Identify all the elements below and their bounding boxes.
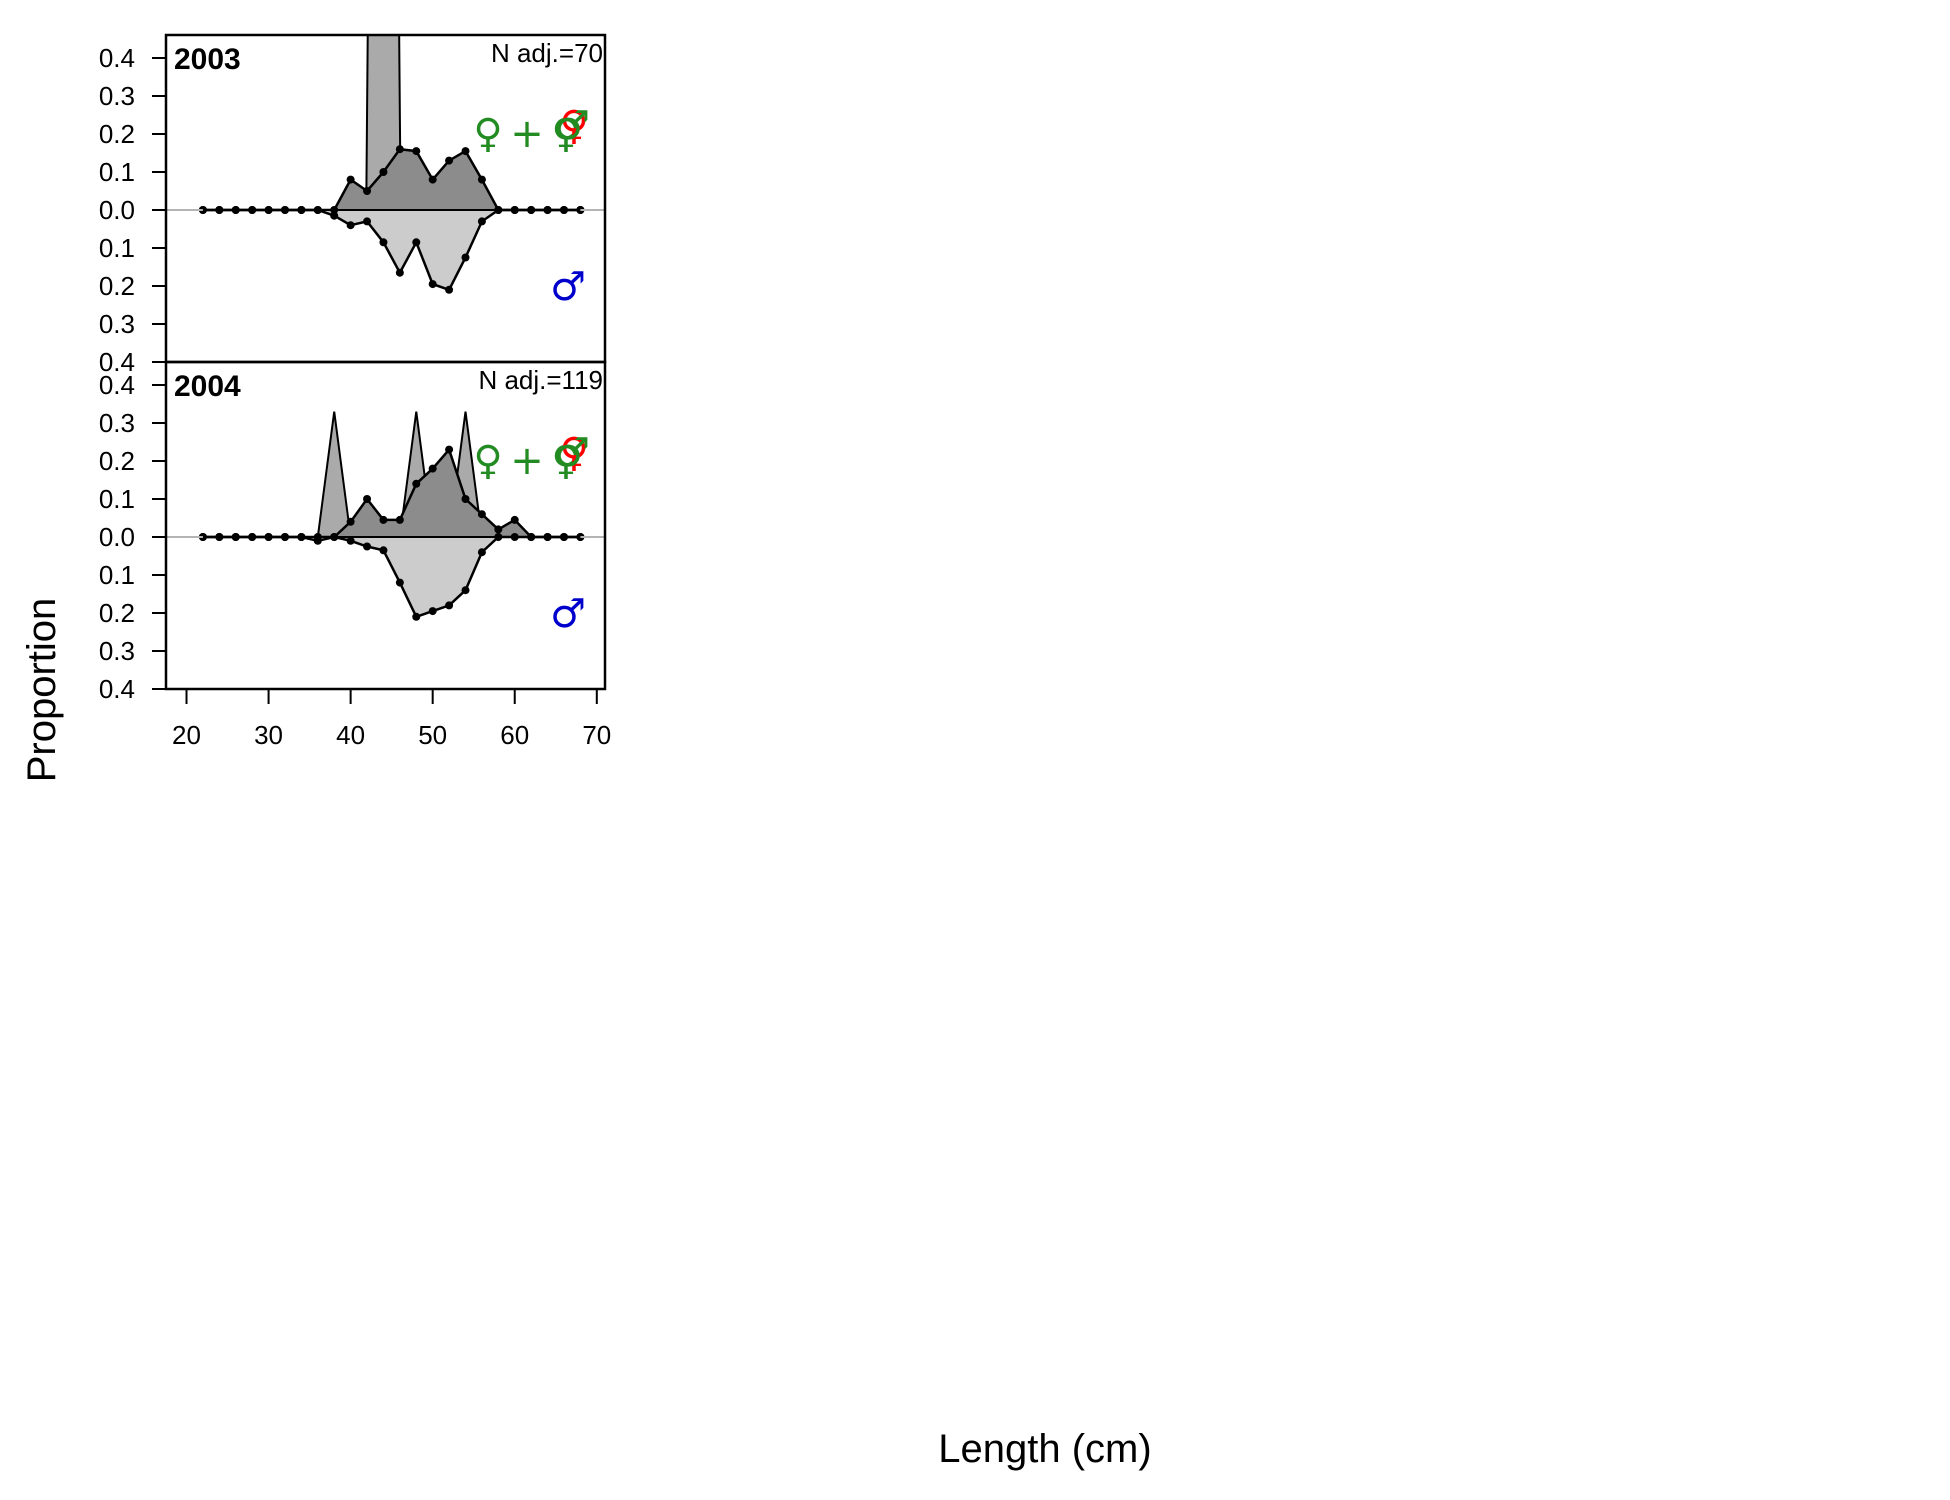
female-point bbox=[412, 479, 421, 488]
panel-2003: 0.4 0.3 0.2 0.1 0.0 0.1 0.2 0.3 0.4 2003 N adj.=70… bbox=[99, 33, 607, 377]
female-point bbox=[445, 445, 454, 454]
male-point bbox=[445, 601, 454, 610]
male-point bbox=[461, 253, 470, 262]
male-point bbox=[445, 285, 454, 294]
female-point bbox=[494, 525, 503, 534]
y-tick-label: 0.3 bbox=[99, 408, 135, 438]
female-point bbox=[477, 175, 486, 184]
male-area bbox=[202, 210, 581, 290]
combined-male-symbol: ♂ bbox=[554, 103, 590, 149]
y-tick-label: 0.2 bbox=[99, 446, 135, 476]
male-point bbox=[379, 238, 388, 247]
x-tick-label: 50 bbox=[418, 720, 447, 750]
female-point bbox=[346, 517, 355, 526]
male-point bbox=[461, 586, 470, 595]
female-point bbox=[428, 175, 437, 184]
y-tick-label: 0.4 bbox=[99, 674, 135, 704]
female-point bbox=[346, 175, 355, 184]
combined-unsexed-symbol: ♀ bbox=[559, 430, 588, 476]
plus-symbol: + bbox=[510, 438, 544, 484]
female-symbol: ♀ bbox=[473, 111, 502, 157]
female-point bbox=[461, 495, 470, 503]
female-point bbox=[510, 515, 519, 524]
female-point bbox=[445, 156, 454, 165]
female-point bbox=[395, 515, 404, 524]
male-point bbox=[313, 536, 322, 545]
male-point bbox=[379, 546, 388, 555]
male-point bbox=[412, 238, 421, 247]
x-axis: 20 30 40 50 60 70 bbox=[172, 688, 611, 750]
y-tick-label: 0.0 bbox=[99, 522, 135, 552]
combined-female-symbol: ♀ bbox=[551, 111, 580, 157]
male-point bbox=[363, 542, 372, 551]
panel-2004: 0.4 0.3 0.2 0.1 0.0 0.1 0.2 0.3 0.4 2004 N adj.=11… bbox=[99, 360, 607, 704]
male-point bbox=[477, 217, 486, 226]
y-tick-label: 0.1 bbox=[99, 560, 135, 590]
male-point bbox=[346, 536, 355, 545]
x-tick-label: 60 bbox=[500, 720, 529, 750]
panels: 0.4 0.3 0.2 0.1 0.0 0.1 0.2 0.3 0.4 2003 N adj.=70… bbox=[99, 33, 607, 704]
y-tick-label: 0.3 bbox=[99, 81, 135, 111]
male-point bbox=[395, 268, 404, 277]
male-point bbox=[330, 211, 339, 220]
female-point bbox=[395, 145, 404, 154]
female-area bbox=[202, 149, 581, 210]
panel-year-label: 2004 bbox=[174, 370, 241, 403]
panel-n-label: N adj.=70 bbox=[491, 38, 603, 68]
male-point bbox=[363, 217, 372, 226]
y-tick-label: 0.0 bbox=[99, 195, 135, 225]
female-point bbox=[412, 147, 421, 156]
male-point bbox=[428, 607, 437, 616]
female-point bbox=[363, 495, 372, 503]
y-tick-label: 0.1 bbox=[99, 233, 135, 263]
female-point bbox=[428, 464, 437, 473]
female-point bbox=[461, 147, 470, 156]
combined-unsexed-symbol: ♀ bbox=[559, 103, 588, 149]
male-point bbox=[428, 280, 437, 289]
y-tick-label: 0.4 bbox=[99, 347, 135, 377]
x-tick-label: 20 bbox=[172, 720, 201, 750]
combined-male-symbol: ♂ bbox=[554, 430, 590, 476]
y-tick-label: 0.2 bbox=[99, 119, 135, 149]
female-point bbox=[477, 510, 486, 519]
male-point bbox=[346, 221, 355, 230]
female-symbol: ♀ bbox=[473, 438, 502, 484]
y-tick-label: 0.4 bbox=[99, 370, 135, 400]
male-point bbox=[477, 548, 486, 557]
y-tick-label: 0.3 bbox=[99, 636, 135, 666]
panel-year-label: 2003 bbox=[174, 43, 241, 76]
male-area bbox=[202, 537, 581, 617]
y-tick-label: 0.3 bbox=[99, 309, 135, 339]
panel-n-label: N adj.=119 bbox=[478, 365, 603, 395]
x-tick-label: 70 bbox=[582, 720, 611, 750]
y-tick-label: 0.1 bbox=[99, 484, 135, 514]
male-symbol: ♂ bbox=[550, 591, 586, 637]
combined-female-symbol: ♀ bbox=[551, 438, 580, 484]
male-symbol: ♂ bbox=[550, 264, 586, 310]
female-point bbox=[379, 515, 388, 524]
x-tick-label: 30 bbox=[254, 720, 283, 750]
female-point bbox=[379, 168, 388, 176]
y-tick-label: 0.4 bbox=[99, 43, 135, 73]
male-point bbox=[395, 578, 404, 587]
male-point bbox=[412, 612, 421, 621]
x-tick-label: 40 bbox=[336, 720, 365, 750]
female-point bbox=[363, 187, 372, 195]
x-axis-title: Length (cm) bbox=[938, 1427, 1151, 1471]
y-axis-title: Proportion bbox=[20, 598, 64, 783]
y-tick-label: 0.2 bbox=[99, 271, 135, 301]
plus-symbol: + bbox=[510, 111, 544, 157]
y-tick-label: 0.2 bbox=[99, 598, 135, 628]
y-tick-label: 0.1 bbox=[99, 157, 135, 187]
